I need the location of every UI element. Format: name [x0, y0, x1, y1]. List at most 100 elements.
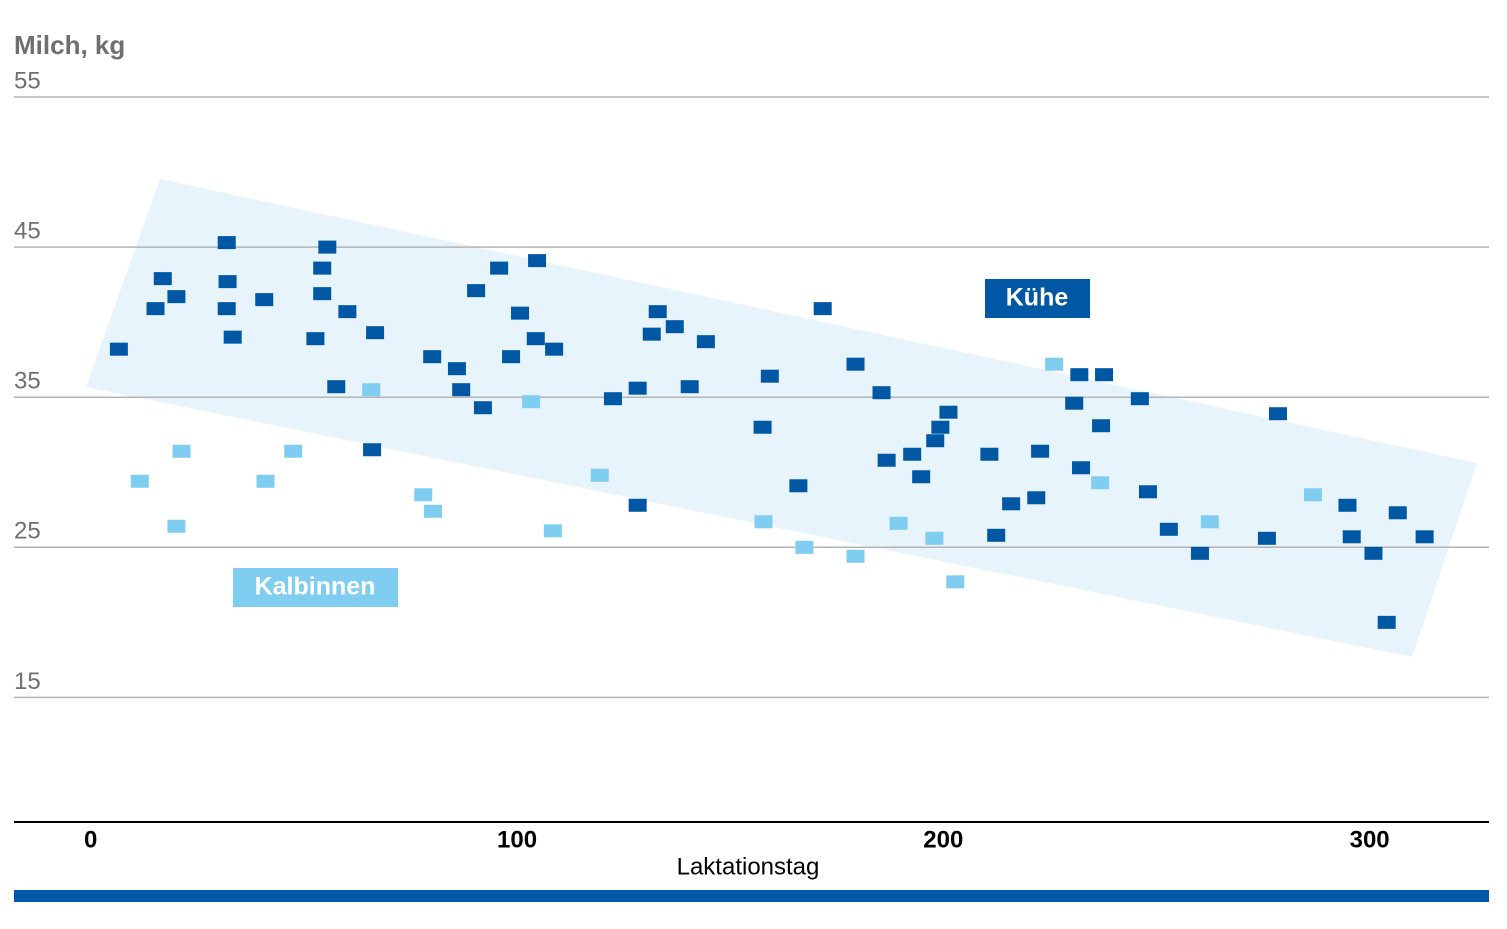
point	[447, 362, 466, 376]
point	[603, 392, 622, 406]
point	[528, 254, 547, 268]
point	[1190, 546, 1209, 560]
point	[1065, 396, 1084, 410]
point	[130, 474, 149, 488]
point	[467, 284, 486, 298]
point	[167, 290, 186, 304]
point	[217, 302, 236, 316]
x-tick-label: 0	[84, 826, 97, 853]
point	[146, 302, 165, 316]
point	[648, 305, 667, 319]
point	[318, 240, 337, 254]
point	[1200, 515, 1219, 529]
point	[414, 488, 433, 502]
point	[628, 381, 647, 395]
point	[452, 383, 471, 397]
legend-box	[985, 279, 1090, 318]
point	[696, 335, 715, 349]
point	[327, 380, 346, 394]
point	[490, 261, 509, 275]
point	[1364, 546, 1383, 560]
point	[1415, 530, 1434, 544]
point	[903, 447, 922, 461]
point	[362, 383, 381, 397]
y-tick-label: 25	[14, 518, 41, 545]
point	[1303, 488, 1322, 502]
point	[846, 549, 865, 563]
point	[256, 474, 275, 488]
point	[338, 305, 357, 319]
x-tick-label: 100	[497, 826, 537, 853]
point	[423, 350, 442, 364]
point	[363, 443, 382, 457]
x-tick-label: 300	[1350, 826, 1390, 853]
point	[543, 524, 562, 538]
point	[760, 369, 779, 383]
point	[1031, 444, 1050, 458]
point	[167, 519, 186, 533]
point	[313, 287, 332, 301]
point	[754, 515, 773, 529]
point	[872, 386, 891, 400]
point	[1338, 498, 1357, 512]
point	[217, 236, 236, 250]
point	[522, 395, 541, 409]
point	[1095, 368, 1114, 382]
point	[877, 453, 896, 467]
footer-bar	[14, 890, 1489, 902]
legend-label: Kühe	[1006, 284, 1069, 312]
point	[109, 342, 128, 356]
point	[545, 342, 564, 356]
point	[1388, 506, 1407, 520]
point	[218, 275, 237, 289]
y-axis-label: Milch, kg	[14, 30, 125, 60]
point	[223, 330, 242, 344]
legend-box	[233, 568, 398, 607]
point	[889, 516, 908, 530]
point	[925, 531, 944, 545]
point	[153, 272, 172, 286]
point	[912, 470, 931, 484]
point	[1002, 497, 1021, 511]
point	[628, 498, 647, 512]
point	[1130, 392, 1149, 406]
point	[1377, 615, 1396, 629]
point	[980, 447, 999, 461]
point	[1091, 476, 1110, 490]
y-tick-label: 55	[14, 67, 41, 94]
point	[1342, 530, 1361, 544]
legend-label: Kalbinnen	[255, 573, 376, 601]
point	[680, 380, 699, 394]
point	[795, 540, 814, 554]
point	[642, 327, 661, 341]
point	[526, 332, 545, 346]
point	[753, 420, 772, 434]
trend-band	[86, 179, 1477, 657]
y-tick-label: 45	[14, 217, 41, 244]
point	[1092, 419, 1111, 433]
point	[424, 504, 443, 518]
point	[284, 444, 303, 458]
point	[255, 293, 274, 307]
x-axis-label: Laktationstag	[677, 853, 820, 880]
point	[813, 302, 832, 316]
y-tick-label: 35	[14, 368, 41, 395]
point	[502, 350, 521, 364]
x-tick-label: 200	[923, 826, 963, 853]
point	[1159, 522, 1178, 536]
point	[939, 405, 958, 419]
point	[590, 468, 609, 482]
point	[1268, 407, 1287, 421]
point	[926, 434, 945, 448]
point	[665, 320, 684, 334]
point	[172, 444, 191, 458]
point	[1070, 368, 1089, 382]
point	[306, 332, 325, 346]
point	[1027, 491, 1046, 505]
point	[846, 357, 865, 371]
point	[313, 261, 332, 275]
point	[987, 528, 1006, 542]
point	[946, 575, 965, 589]
point	[1072, 461, 1091, 475]
